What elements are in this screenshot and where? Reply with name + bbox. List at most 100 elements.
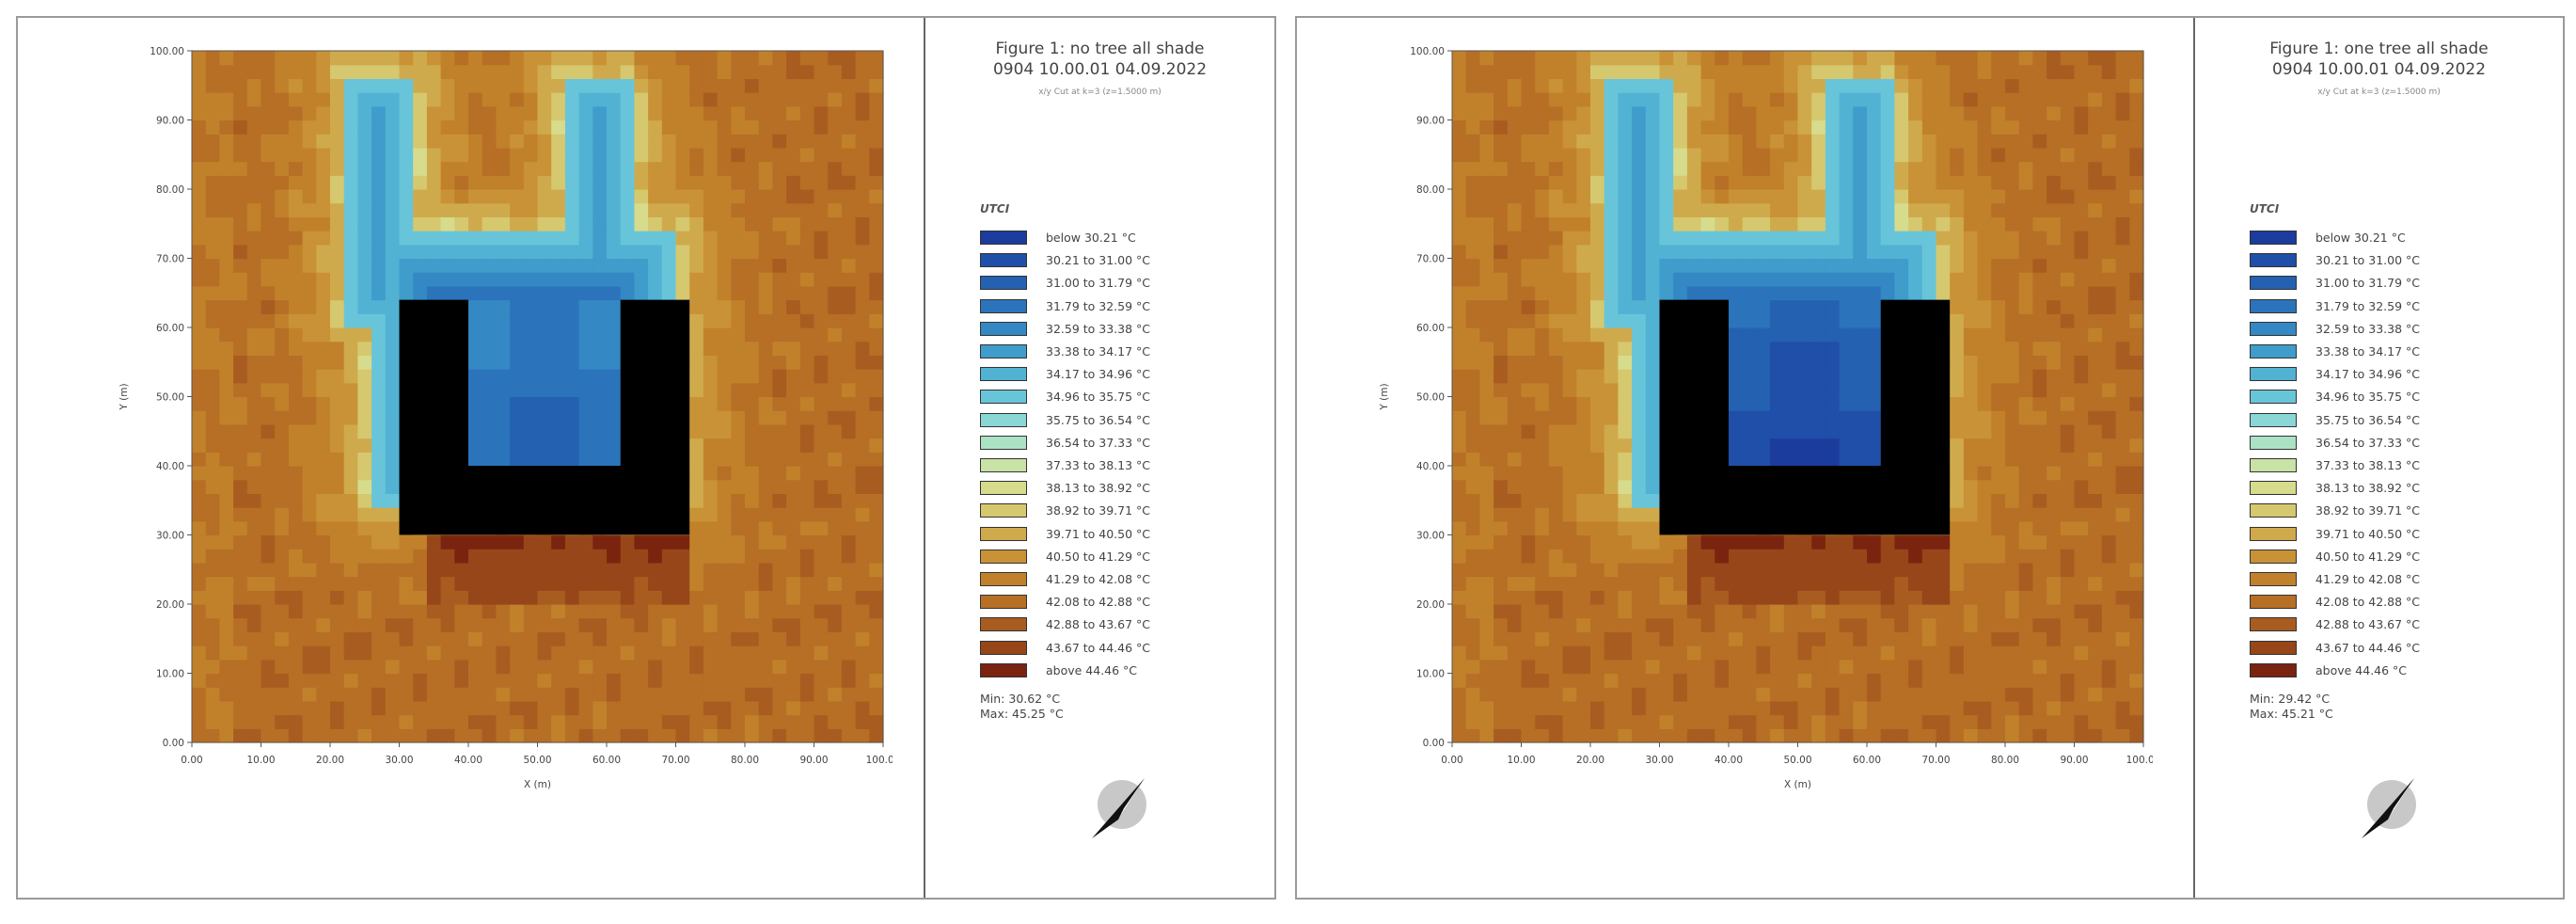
heatmap-cell	[468, 64, 483, 79]
heatmap-cell	[482, 272, 497, 287]
heatmap-cell	[1839, 562, 1854, 578]
heatmap-cell	[661, 189, 677, 204]
heatmap-cell	[1604, 507, 1619, 522]
heatmap-cell	[233, 64, 248, 79]
heatmap-cell	[814, 216, 829, 231]
heatmap-cell	[1562, 313, 1577, 328]
heatmap-cell	[482, 562, 497, 578]
heatmap-cell	[343, 452, 358, 467]
heatmap-cell	[1950, 493, 1965, 508]
legend-item: 40.50 to 41.29 °C	[980, 548, 1150, 566]
heatmap-cell	[399, 549, 414, 564]
heatmap-cell	[440, 659, 455, 675]
heatmap-cell	[841, 423, 857, 439]
heatmap-cell	[316, 604, 331, 619]
heatmap-cell	[510, 617, 525, 632]
heatmap-cell	[496, 189, 511, 204]
heatmap-cell	[1921, 175, 1937, 190]
heatmap-cell	[607, 189, 622, 204]
heatmap-cell	[1894, 562, 1909, 578]
heatmap-cell	[1686, 576, 1702, 591]
heatmap-cell	[246, 631, 262, 646]
heatmap-cell	[648, 202, 663, 217]
heatmap-cell	[841, 369, 857, 384]
heatmap-cell	[302, 452, 317, 467]
heatmap-cell	[482, 327, 497, 343]
heatmap-cell	[855, 355, 870, 370]
heatmap-cell	[1783, 452, 1799, 467]
heatmap-cell	[1700, 161, 1715, 176]
heatmap-cell	[1742, 313, 1757, 328]
heatmap-cell	[620, 244, 635, 260]
heatmap-cell	[786, 479, 801, 494]
heatmap-cell	[1950, 147, 1965, 163]
heatmap-cell	[1811, 327, 1826, 343]
heatmap-cell	[1921, 576, 1937, 591]
heatmap-cell	[1479, 520, 1494, 536]
heatmap-cell	[482, 78, 497, 93]
heatmap-cell	[219, 244, 234, 260]
heatmap-cell	[1507, 507, 1523, 522]
heatmap-cell	[1673, 645, 1688, 661]
heatmap-cell	[413, 590, 428, 605]
heatmap-cell	[828, 534, 843, 550]
heatmap-cell	[2032, 78, 2047, 93]
heatmap-cell	[343, 479, 358, 494]
heatmap-cell	[343, 549, 358, 564]
heatmap-cell	[2018, 687, 2033, 702]
heatmap-cell	[634, 51, 649, 66]
heatmap-cell	[1452, 119, 1467, 135]
heatmap-cell	[246, 410, 262, 425]
heatmap-cell	[399, 244, 414, 260]
heatmap-cell	[1991, 396, 2006, 411]
heatmap-cell	[1673, 700, 1688, 716]
heatmap-cell	[2018, 562, 2033, 578]
heatmap-cell	[1521, 700, 1536, 716]
heatmap-cell	[496, 202, 511, 217]
heatmap-cell	[551, 714, 566, 729]
heatmap-cell	[219, 423, 234, 439]
heatmap-cell	[1977, 299, 1992, 314]
heatmap-cell	[468, 659, 483, 675]
heatmap-cell	[1618, 92, 1633, 107]
heatmap-cell	[855, 161, 870, 176]
heatmap-cell	[1825, 590, 1841, 605]
heatmap-cell	[675, 105, 690, 121]
heatmap-cell	[855, 493, 870, 508]
heatmap-cell	[869, 466, 884, 481]
heatmap-cell	[1535, 479, 1550, 494]
heatmap-cell	[551, 700, 566, 716]
heatmap-cell	[1811, 216, 1826, 231]
heatmap-cell	[1604, 590, 1619, 605]
heatmap-cell	[1562, 216, 1577, 231]
heatmap-cell	[551, 327, 566, 343]
heatmap-cell	[1590, 285, 1605, 301]
heatmap-cell	[607, 244, 622, 260]
heatmap-cell	[1867, 272, 1882, 287]
heatmap-cell	[745, 728, 760, 743]
heatmap-cell	[578, 382, 593, 398]
heatmap-cell	[316, 576, 331, 591]
heatmap-cell	[2088, 202, 2103, 217]
heatmap-cell	[758, 175, 773, 190]
heatmap-cell	[1894, 687, 1909, 702]
heatmap-cell	[1770, 51, 1785, 66]
heatmap-cell	[1825, 341, 1841, 356]
heatmap-cell	[578, 161, 593, 176]
heatmap-cell	[1632, 549, 1647, 564]
heatmap-cell	[1604, 382, 1619, 398]
heatmap-cell	[620, 119, 635, 135]
heatmap-cell	[1825, 119, 1841, 135]
heatmap-cell	[343, 244, 358, 260]
heatmap-cell	[1535, 549, 1550, 564]
heatmap-cell	[440, 64, 455, 79]
heatmap-cell	[1991, 410, 2006, 425]
heatmap-cell	[192, 272, 207, 287]
heatmap-cell	[440, 562, 455, 578]
heatmap-cell	[1576, 396, 1591, 411]
heatmap-cell	[1576, 659, 1591, 675]
heatmap-cell	[1535, 285, 1550, 301]
heatmap-cell	[675, 659, 690, 675]
heatmap-cell	[2005, 659, 2020, 675]
heatmap-cell	[814, 285, 829, 301]
